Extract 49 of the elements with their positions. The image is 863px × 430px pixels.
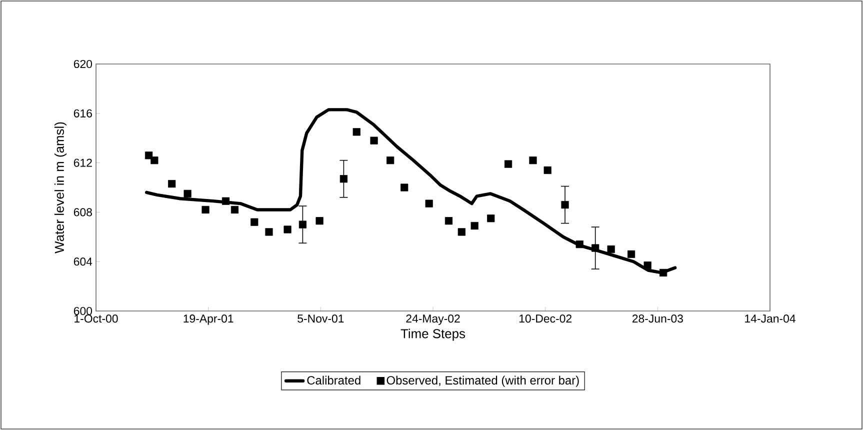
y-tick-label: 600 bbox=[74, 306, 92, 316]
x-tick-label: 5-Nov-01 bbox=[298, 314, 344, 323]
y-tick-label: 612 bbox=[74, 158, 92, 167]
point bbox=[202, 206, 210, 214]
point bbox=[168, 180, 176, 188]
point bbox=[644, 262, 652, 270]
point bbox=[504, 160, 512, 168]
point bbox=[425, 200, 433, 208]
point bbox=[230, 206, 239, 214]
point bbox=[561, 200, 569, 209]
x-tick-label: 14-Jan-04 bbox=[745, 314, 796, 323]
point bbox=[298, 220, 306, 228]
y-tick-label: 620 bbox=[74, 60, 92, 68]
y-tick-label: 608 bbox=[74, 208, 92, 216]
x-tick-label: 10-Dec-02 bbox=[519, 314, 572, 323]
point bbox=[529, 156, 537, 164]
point bbox=[265, 228, 273, 236]
point bbox=[470, 222, 478, 230]
point bbox=[444, 217, 453, 225]
x-tick-label: 28-Jun-03 bbox=[632, 314, 683, 323]
y-tick-label: 616 bbox=[74, 109, 92, 118]
legend-label: Calibrated bbox=[307, 376, 360, 385]
point bbox=[458, 228, 466, 236]
point bbox=[352, 128, 360, 136]
legend-label: Observed, Estimated (with error bar) bbox=[386, 376, 579, 387]
point bbox=[340, 175, 348, 183]
y-axis-title: Water level in m (amsl) bbox=[54, 122, 67, 254]
point bbox=[316, 217, 324, 225]
x-tick-label: 1-Oct-00 bbox=[74, 314, 118, 323]
x-tick-label: 19-Apr-01 bbox=[184, 314, 234, 325]
x-tick-label: 24-May-02 bbox=[406, 314, 460, 325]
point bbox=[250, 218, 258, 226]
point bbox=[400, 184, 408, 192]
point bbox=[592, 244, 600, 252]
point bbox=[627, 250, 636, 258]
point bbox=[659, 268, 668, 277]
point bbox=[284, 226, 292, 234]
point bbox=[145, 152, 153, 160]
point bbox=[150, 156, 158, 164]
x-axis-title: Time Steps bbox=[400, 328, 466, 341]
point bbox=[386, 156, 394, 164]
point bbox=[184, 190, 192, 198]
y-tick-label: 604 bbox=[74, 258, 92, 266]
point bbox=[370, 136, 378, 144]
point bbox=[222, 197, 230, 205]
point bbox=[576, 240, 584, 248]
point bbox=[487, 214, 495, 222]
point bbox=[544, 166, 552, 174]
point bbox=[607, 245, 615, 254]
